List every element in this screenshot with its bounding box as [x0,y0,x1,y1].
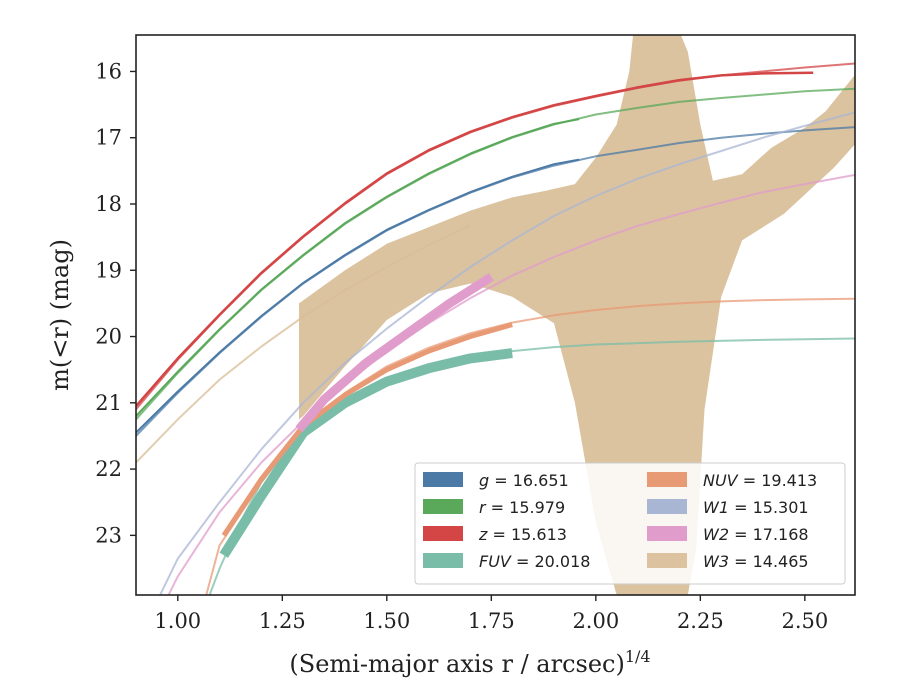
legend-label-value: = 17.168 [729,525,809,544]
legend-label-value: = 16.651 [489,471,569,490]
series-w3-band [299,35,855,595]
series-w2-model-line [167,173,855,595]
y-tick-label: 21 [95,391,122,415]
legend-label-variable: r [479,498,487,517]
legend-swatch-g [423,472,463,487]
x-tick-label: 2.25 [677,609,724,633]
legend-swatch-nuv [647,472,687,487]
legend-label-variable: W2 [703,525,729,544]
x-tick-label: 1.00 [154,609,201,633]
series-w2-observed-line [295,273,494,433]
y-tick-label: 18 [95,192,122,216]
legend-swatch-w3 [647,553,687,568]
x-axis-label-superscript: 1/4 [625,647,651,666]
y-tick-label: 19 [95,258,122,282]
legend-label-variable: W3 [703,552,729,571]
legend-label-value: = 19.413 [738,471,818,490]
legend-swatch-fuv [423,553,463,568]
legend-label-nuv: NUV = 19.413 [703,471,817,490]
legend-label-value: = 20.018 [511,552,591,571]
series-w3-model-line [136,224,471,464]
x-tick-label: 1.50 [363,609,410,633]
legend-label-variable: g [479,471,489,490]
legend-label-value: = 15.301 [729,498,809,517]
legend-label-r: r = 15.979 [479,498,565,517]
y-tick-label: 16 [95,59,122,83]
x-axis-ticks: 1.00 1.25 1.50 1.75 2.00 2.25 2.50 [154,595,828,633]
legend-label-value: = 15.979 [486,498,566,517]
y-axis-ticks: 16 17 18 19 20 21 22 23 [95,59,136,547]
legend-swatch-w2 [647,526,687,541]
legend-label-value: = 15.613 [487,525,567,544]
series-r-observed-line [136,118,580,417]
plot-frame [135,34,856,596]
x-tick-label: 2.00 [572,609,619,633]
x-tick-label: 2.50 [781,609,828,633]
legend-label-variable: W1 [703,498,729,517]
series-w1-model-line [158,111,855,595]
legend-swatch-z [423,526,463,541]
legend-label-value: = 14.465 [729,552,809,571]
legend-label-w1: W1 = 15.301 [703,498,809,517]
legend-label-z: z = 15.613 [478,525,567,544]
series-z-observed-line [136,71,814,407]
x-axis-label: (Semi-major axis r / arcsec)1/4 [289,647,650,678]
series-g-observed-line [136,158,580,434]
legend-swatch-r [423,499,463,514]
y-tick-label: 23 [95,523,122,547]
legend-label-fuv: FUV = 20.018 [479,552,590,571]
x-axis-label-main: (Semi-major axis r / arcsec) [289,650,624,678]
band-layer [299,35,855,595]
y-tick-label: 17 [95,126,122,150]
legend-label-w2: W2 = 17.168 [703,525,809,544]
legend-label-variable: FUV [479,552,512,571]
legend-label-g: g = 16.651 [479,471,569,490]
legend-label-variable: NUV [703,471,739,490]
legend-box [414,462,846,585]
observed-layer [136,71,814,558]
legend-label-w3: W3 = 14.465 [703,552,809,571]
legend-label-variable: z [478,525,488,544]
x-tick-label: 1.75 [468,609,515,633]
y-axis-label: m(<r) (mag) [46,239,74,391]
y-tick-label: 22 [95,457,122,481]
legend-swatch-w1 [647,499,687,514]
x-tick-label: 1.25 [259,609,306,633]
y-tick-label: 20 [95,325,122,349]
series-nuv-observed-line [221,322,513,537]
series-fuv-observed-line [219,348,513,558]
